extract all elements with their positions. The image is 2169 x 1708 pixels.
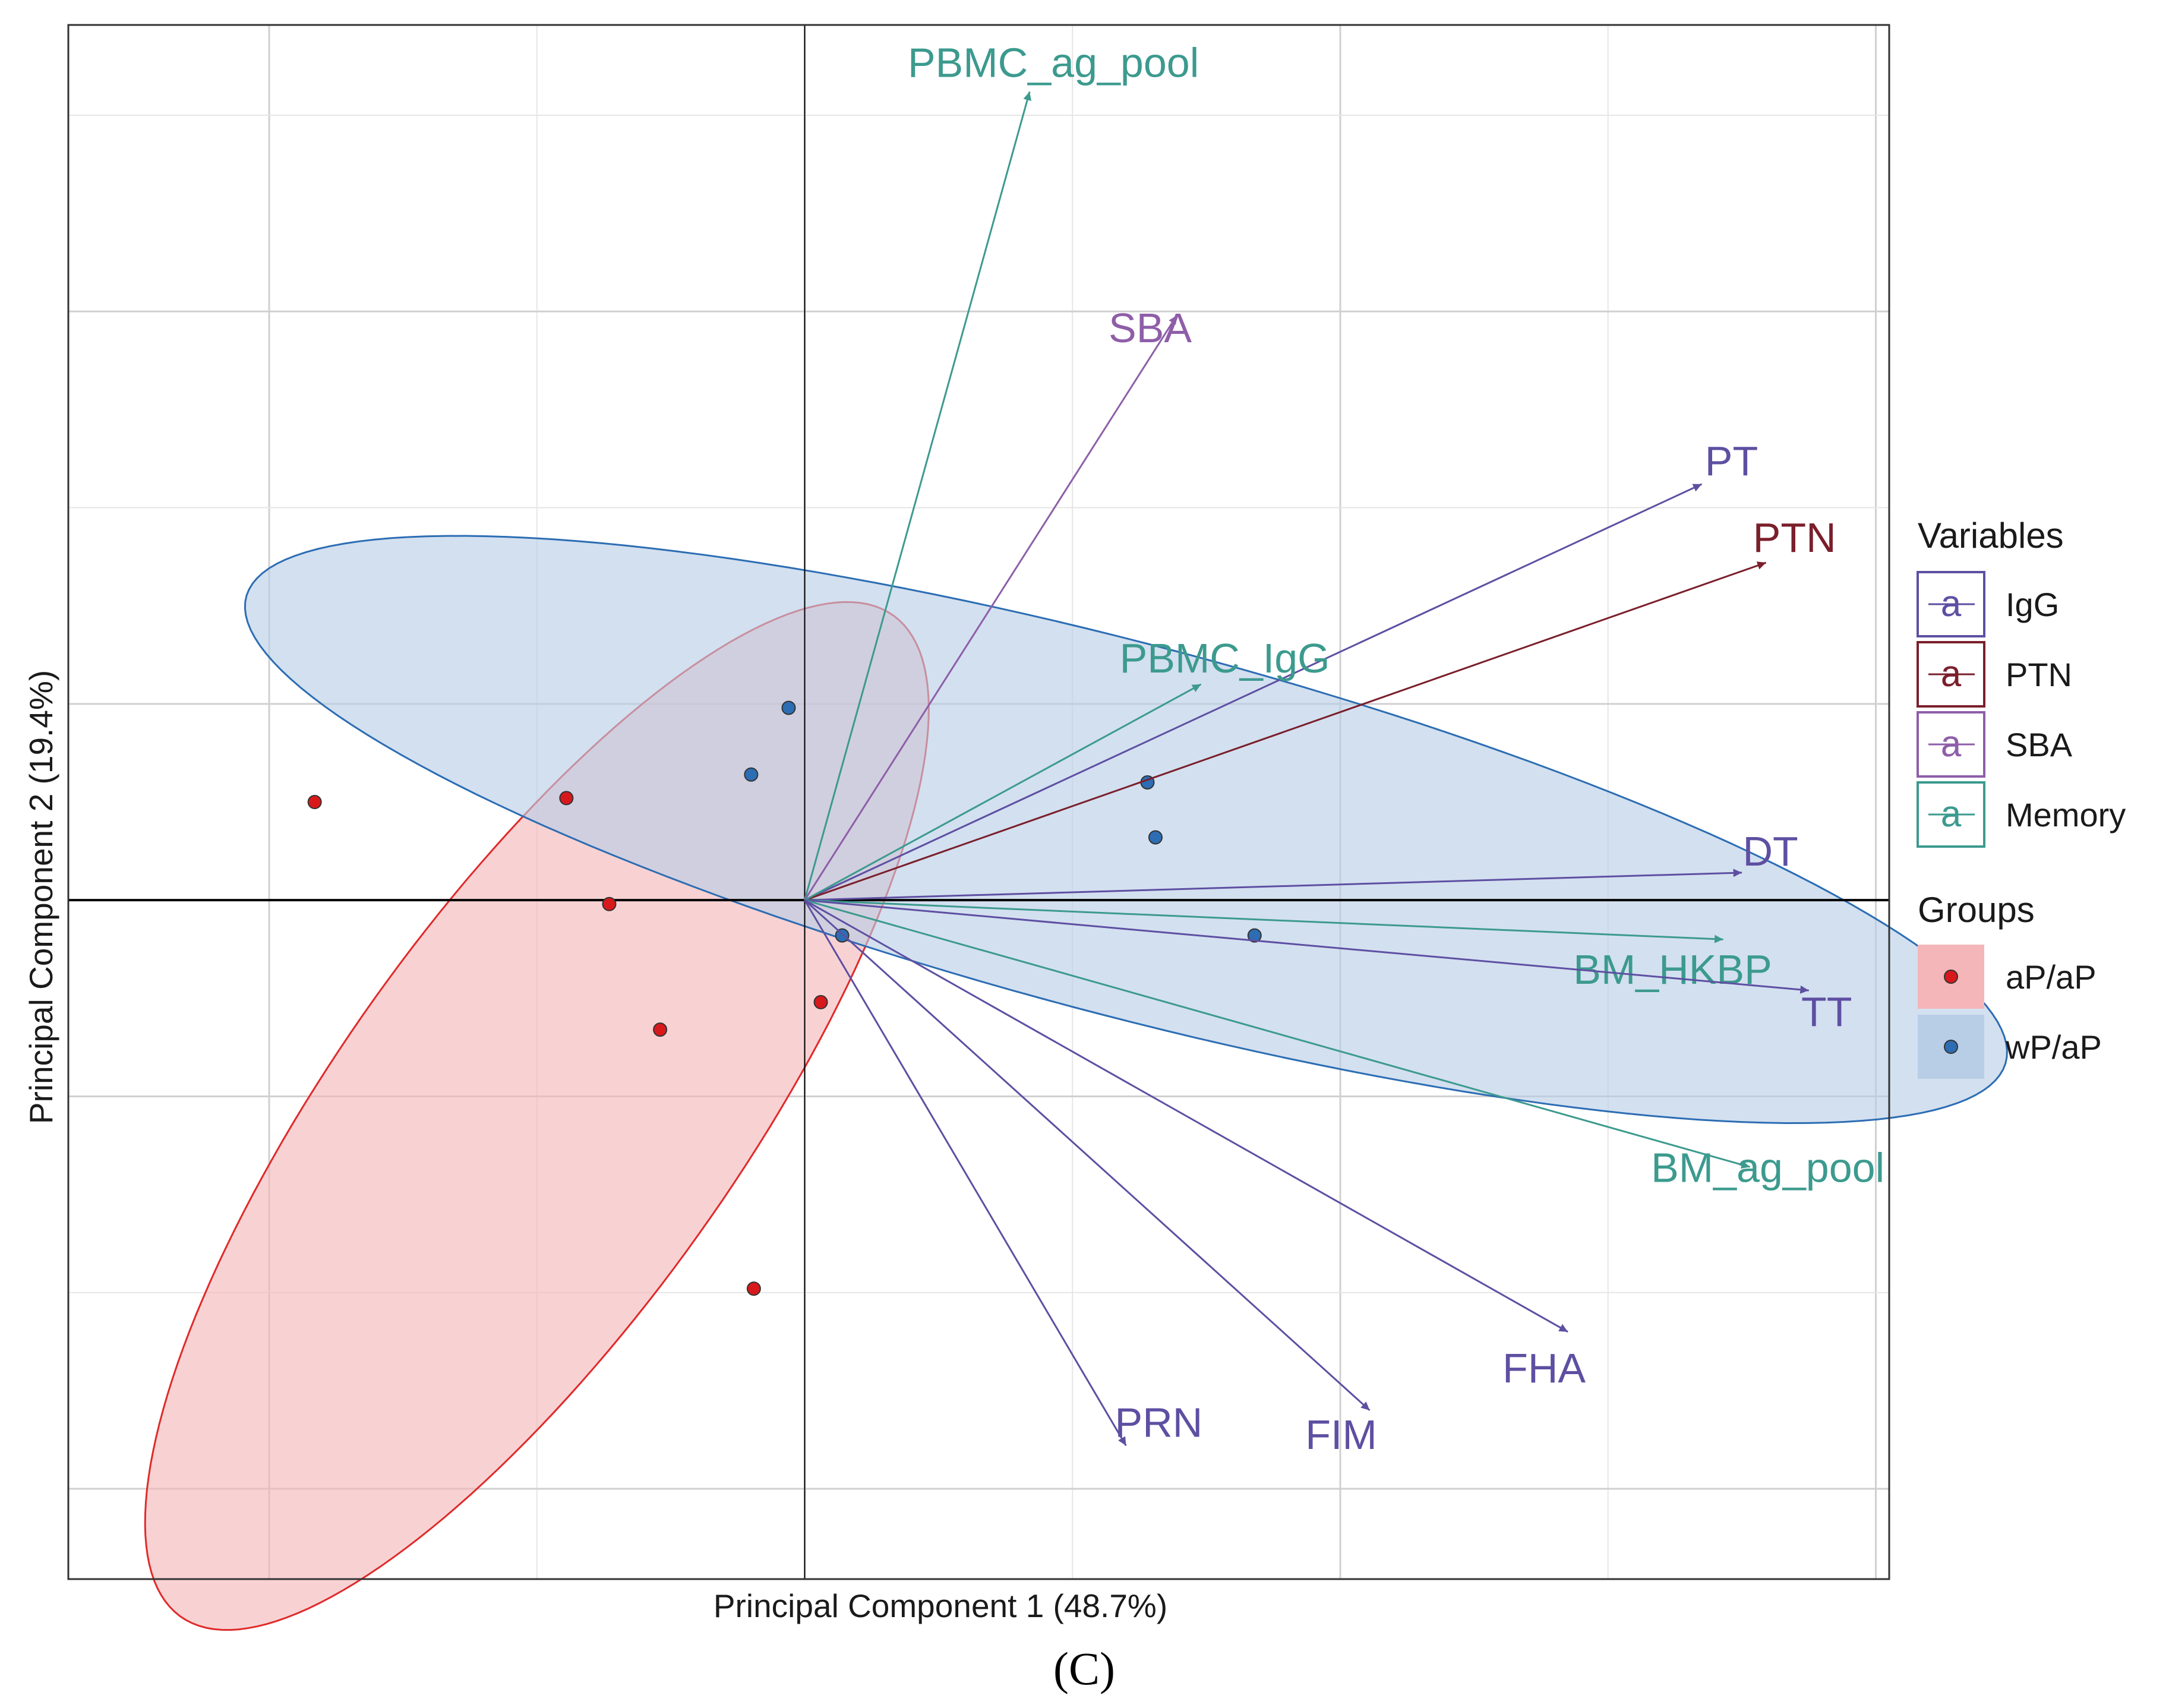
panel-caption: (C) bbox=[1053, 1643, 1115, 1694]
data-point-ap-ap bbox=[746, 1281, 761, 1296]
vector-arrowhead bbox=[1756, 561, 1766, 570]
legend-key-glyph: a bbox=[1941, 724, 1962, 765]
vector-arrowhead bbox=[1191, 684, 1201, 692]
legend-title-variables: Variables bbox=[1918, 516, 2064, 555]
legend-label-group: wP/aP bbox=[2005, 1028, 2102, 1066]
vector-arrow bbox=[804, 91, 1031, 901]
variable-label: DT bbox=[1742, 828, 1798, 874]
variable-label: PT bbox=[1705, 438, 1758, 484]
legend-key-point bbox=[1944, 1040, 1958, 1054]
legend-key-glyph: a bbox=[1941, 583, 1962, 624]
vector-arrowhead bbox=[1558, 1324, 1568, 1332]
variable-vectors: PBMC_ag_pool SBA PT PTN PBMC_IgG DT BM_HKBP TT B… bbox=[804, 39, 1884, 1458]
variable-label: PRN bbox=[1115, 1399, 1203, 1445]
vector-arrow bbox=[804, 899, 1723, 940]
vector-arrow bbox=[804, 899, 1809, 992]
variable-label: SBA bbox=[1109, 305, 1192, 351]
vector-arrowhead bbox=[1023, 91, 1031, 102]
variable-label: PBMC_ag_pool bbox=[908, 39, 1199, 86]
y-axis-title: Principal Component 2 (19.4%) bbox=[23, 670, 59, 1124]
confidence-ellipse-wp-ap bbox=[244, 535, 2008, 1125]
legend-title-groups: Groups bbox=[1918, 890, 2035, 930]
vector-arrow bbox=[804, 872, 1742, 901]
legend-label-variable: SBA bbox=[2006, 726, 2073, 763]
variable-label: PBMC_IgG bbox=[1120, 635, 1330, 681]
vector-arrow bbox=[804, 483, 1703, 901]
vector-arrowhead bbox=[1733, 869, 1742, 877]
legend-label-variable: IgG bbox=[2006, 586, 2059, 623]
plot-panel: PBMC_ag_pool SBA PT PTN PBMC_IgG DT BM_HKBP TT B… bbox=[67, 24, 2008, 1631]
legend-key-point bbox=[1944, 970, 1958, 984]
vector-arrowhead bbox=[1360, 1401, 1370, 1410]
vector-arrowhead bbox=[1740, 1160, 1750, 1169]
vector-arrowhead bbox=[1118, 1436, 1126, 1446]
vector-arrowhead bbox=[1692, 484, 1702, 492]
vector-arrowhead bbox=[1799, 985, 1809, 994]
data-point-ap-ap bbox=[307, 795, 322, 809]
variable-label: PTN bbox=[1753, 514, 1836, 561]
variable-label: FIM bbox=[1305, 1412, 1377, 1458]
vector-arrow bbox=[804, 899, 1751, 1168]
data-point-wp-ap bbox=[744, 767, 759, 782]
data-point-wp-ap bbox=[781, 700, 796, 715]
legend-label-variable: Memory bbox=[2006, 796, 2126, 834]
x-axis-title: Principal Component 1 (48.7%) bbox=[713, 1587, 1167, 1624]
data-point-wp-ap bbox=[1247, 928, 1262, 943]
vector-arrow bbox=[804, 899, 1371, 1412]
data-point-ap-ap bbox=[653, 1022, 668, 1037]
data-point-wp-ap bbox=[1148, 830, 1163, 845]
variable-label: TT bbox=[1801, 989, 1852, 1035]
observations bbox=[307, 700, 1262, 1296]
legend: Variables a IgG a PTN a SBA a Memory Groups aP/aP w… bbox=[1917, 516, 2126, 1079]
vector-arrow bbox=[804, 561, 1767, 901]
data-point-ap-ap bbox=[602, 896, 617, 911]
variable-label: FHA bbox=[1502, 1345, 1586, 1391]
legend-label-group: aP/aP bbox=[2006, 958, 2097, 996]
variable-label: BM_HKBP bbox=[1573, 946, 1772, 993]
legend-key-glyph: a bbox=[1941, 653, 1962, 694]
vector-arrow bbox=[804, 899, 1568, 1333]
vector-arrow bbox=[804, 315, 1178, 901]
vector-arrow bbox=[804, 683, 1202, 901]
data-point-ap-ap bbox=[813, 995, 828, 1009]
legend-label-variable: PTN bbox=[2006, 656, 2072, 693]
legend-key-glyph: a bbox=[1941, 794, 1962, 835]
vector-arrowhead bbox=[1169, 315, 1177, 325]
vector-arrowhead bbox=[1714, 934, 1723, 943]
vector-arrow bbox=[804, 899, 1127, 1447]
data-point-ap-ap bbox=[559, 791, 574, 806]
panel-border bbox=[67, 24, 1890, 1580]
variable-label: BM_ag_pool bbox=[1651, 1144, 1884, 1191]
